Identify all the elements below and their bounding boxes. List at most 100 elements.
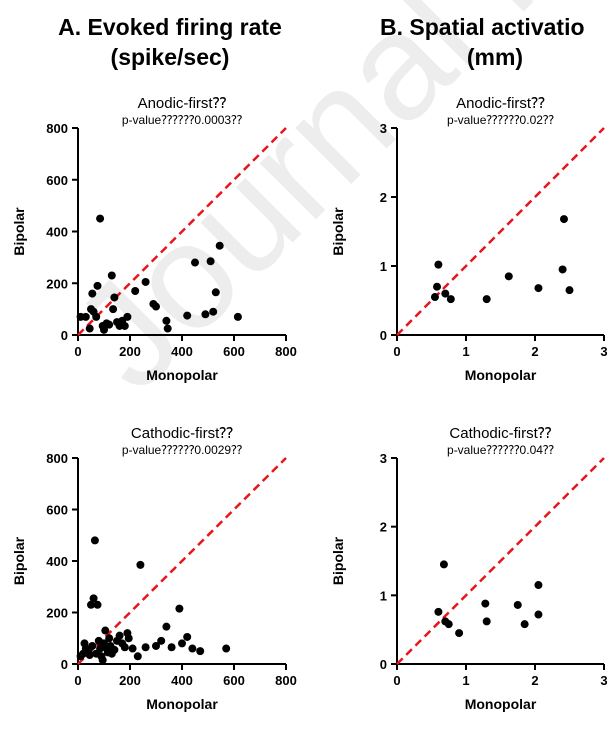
data-point [446,295,455,304]
data-point [233,312,242,321]
x-tick-label: 2 [531,673,538,688]
y-tick-label: 0 [61,657,68,672]
identity-line [396,127,605,336]
data-point [534,610,543,619]
data-point [196,647,205,656]
x-tick-label: 0 [74,673,81,688]
data-point [88,641,97,650]
y-tick-label: 200 [46,276,68,291]
data-point [504,272,513,281]
identity-line [77,127,287,336]
data-point [141,277,150,286]
y-tick-label: 1 [380,588,387,603]
chart-b-cathodic: Cathodic-first⁇p-value⁇⁇⁇0.04⁇ 0 1 2 3 0 1 2 3 Mo… [330,425,608,712]
data-point [96,214,105,223]
data-point [163,324,172,333]
data-point [98,656,107,665]
data-point [559,215,568,224]
x-axis-label: Monopolar [465,367,537,383]
data-point [534,581,543,590]
data-point [152,641,160,650]
data-point [455,629,464,638]
y-tick-label: 0 [61,328,68,343]
x-tick-label: 2 [531,344,538,359]
data-point [123,312,132,321]
x-tick-label: 400 [171,673,193,688]
chart-title: Cathodic-first⁇ [449,425,551,442]
x-tick-label: 0 [74,344,81,359]
data-point [124,634,133,643]
y-tick-label: 800 [46,121,68,136]
y-tick-label: 2 [380,190,387,205]
data-point [120,643,129,652]
data-point [152,302,160,311]
data-point [133,652,142,661]
data-point [167,643,176,652]
panel-b-title-line2: (mm) [467,44,523,70]
data-point [157,636,166,645]
x-axis-label: Monopolar [146,367,218,383]
identity-line [77,457,287,665]
y-tick-label: 600 [46,503,68,518]
data-point [434,260,443,269]
y-tick-label: 3 [380,121,387,136]
chart-title: Anodic-first⁇ [138,95,227,112]
data-point [131,287,140,296]
y-axis-label: Bipolar [330,207,346,256]
data-point [110,293,119,302]
data-point [534,284,543,293]
data-point [211,288,220,297]
data-point [93,281,102,290]
data-point [201,310,210,319]
data-point [439,560,448,569]
data-point [206,257,215,266]
chart-subtitle: p-value⁇⁇⁇0.04⁇ [447,443,554,457]
x-tick-label: 0 [393,673,400,688]
panel-a-title-line1: A. Evoked firing rate [58,14,282,40]
x-tick-label: 3 [600,673,607,688]
data-point [107,271,116,280]
y-tick-label: 200 [46,606,68,621]
data-point [175,604,184,613]
data-point [178,639,186,648]
x-tick-label: 1 [462,673,469,688]
data-point [482,295,491,304]
data-point [93,600,102,609]
data-point [101,626,110,635]
chart-title: Anodic-first⁇ [456,95,545,112]
y-tick-label: 1 [380,259,387,274]
y-tick-label: 400 [46,225,68,240]
data-point [434,607,443,616]
data-point [105,320,114,329]
data-point [105,634,114,643]
x-tick-label: 800 [275,673,297,688]
data-point [136,560,145,569]
panel-b-title-line1: B. Spatial activatio [380,14,585,40]
data-point [215,241,224,250]
chart-a-anodic: Anodic-first⁇p-value⁇⁇⁇0.0003⁇ 0 200 400 600… [11,95,297,383]
data-point [513,600,522,609]
data-point [85,650,94,659]
data-point [444,620,453,629]
data-point [191,258,199,267]
y-tick-label: 800 [46,451,68,466]
data-point [85,324,94,333]
y-tick-label: 2 [380,520,387,535]
data-point [183,632,192,641]
data-point [89,594,98,603]
data-point [141,643,150,652]
x-axis-label: Monopolar [146,696,218,712]
data-point [558,265,567,274]
y-tick-label: 600 [46,173,68,188]
x-tick-label: 0 [393,344,400,359]
chart-a-cathodic: Cathodic-first⁇p-value⁇⁇⁇0.0029⁇ 0 200 400 6… [11,425,297,712]
data-point [188,644,197,653]
chart-subtitle: p-value⁇⁇⁇0.02⁇ [447,113,554,127]
data-point [565,286,574,295]
x-tick-label: 600 [223,344,245,359]
data-point [183,311,192,320]
y-tick-label: 0 [380,328,387,343]
panel-a-title-line2: (spike/sec) [111,44,230,70]
data-point [481,599,490,608]
